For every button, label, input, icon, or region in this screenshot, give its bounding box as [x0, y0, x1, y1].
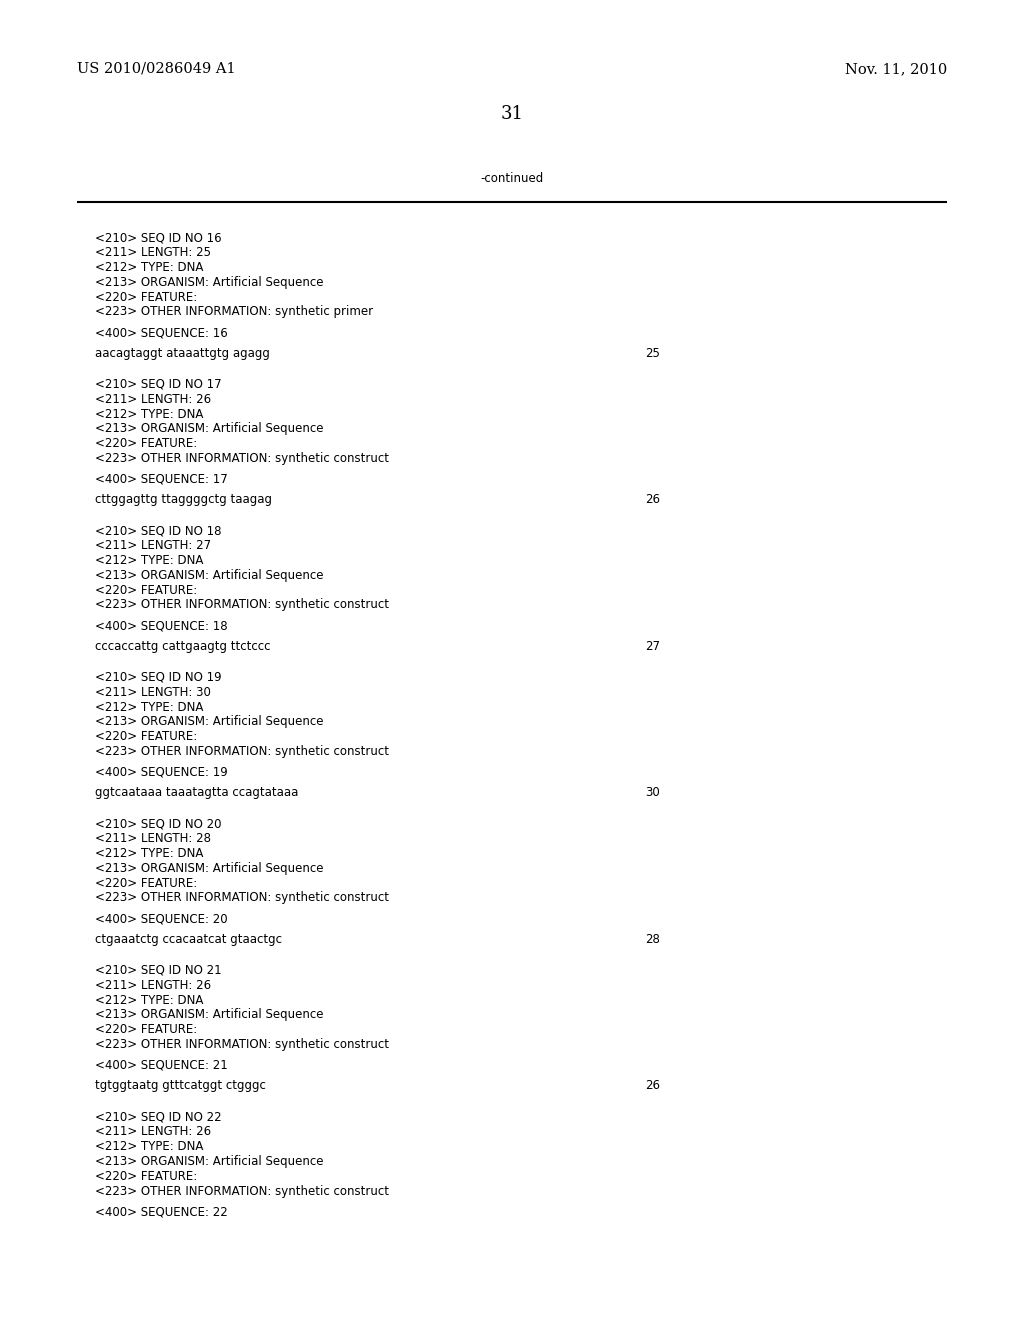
Text: <211> LENGTH: 26: <211> LENGTH: 26: [95, 979, 211, 991]
Text: 31: 31: [501, 106, 523, 123]
Text: cccaccattg cattgaagtg ttctccc: cccaccattg cattgaagtg ttctccc: [95, 640, 270, 653]
Text: <220> FEATURE:: <220> FEATURE:: [95, 1023, 198, 1036]
Text: <211> LENGTH: 28: <211> LENGTH: 28: [95, 833, 211, 845]
Text: 26: 26: [645, 1080, 660, 1093]
Text: <213> ORGANISM: Artificial Sequence: <213> ORGANISM: Artificial Sequence: [95, 276, 324, 289]
Text: <220> FEATURE:: <220> FEATURE:: [95, 1170, 198, 1183]
Text: <213> ORGANISM: Artificial Sequence: <213> ORGANISM: Artificial Sequence: [95, 422, 324, 436]
Text: <213> ORGANISM: Artificial Sequence: <213> ORGANISM: Artificial Sequence: [95, 569, 324, 582]
Text: <210> SEQ ID NO 18: <210> SEQ ID NO 18: [95, 524, 221, 537]
Text: 28: 28: [645, 933, 659, 946]
Text: <223> OTHER INFORMATION: synthetic construct: <223> OTHER INFORMATION: synthetic const…: [95, 891, 389, 904]
Text: <210> SEQ ID NO 21: <210> SEQ ID NO 21: [95, 964, 221, 977]
Text: <220> FEATURE:: <220> FEATURE:: [95, 583, 198, 597]
Text: <212> TYPE: DNA: <212> TYPE: DNA: [95, 1140, 204, 1154]
Text: <211> LENGTH: 30: <211> LENGTH: 30: [95, 686, 211, 698]
Text: <220> FEATURE:: <220> FEATURE:: [95, 290, 198, 304]
Text: <210> SEQ ID NO 16: <210> SEQ ID NO 16: [95, 231, 221, 244]
Text: <213> ORGANISM: Artificial Sequence: <213> ORGANISM: Artificial Sequence: [95, 715, 324, 729]
Text: <400> SEQUENCE: 18: <400> SEQUENCE: 18: [95, 619, 227, 632]
Text: <223> OTHER INFORMATION: synthetic construct: <223> OTHER INFORMATION: synthetic const…: [95, 1184, 389, 1197]
Text: <211> LENGTH: 25: <211> LENGTH: 25: [95, 247, 211, 259]
Text: <210> SEQ ID NO 20: <210> SEQ ID NO 20: [95, 817, 221, 830]
Text: <400> SEQUENCE: 16: <400> SEQUENCE: 16: [95, 326, 227, 339]
Text: aacagtaggt ataaattgtg agagg: aacagtaggt ataaattgtg agagg: [95, 347, 270, 360]
Text: <212> TYPE: DNA: <212> TYPE: DNA: [95, 408, 204, 421]
Text: <211> LENGTH: 27: <211> LENGTH: 27: [95, 540, 211, 552]
Text: <400> SEQUENCE: 17: <400> SEQUENCE: 17: [95, 473, 227, 486]
Text: <400> SEQUENCE: 21: <400> SEQUENCE: 21: [95, 1059, 227, 1072]
Text: <223> OTHER INFORMATION: synthetic construct: <223> OTHER INFORMATION: synthetic const…: [95, 451, 389, 465]
Text: tgtggtaatg gtttcatggt ctgggc: tgtggtaatg gtttcatggt ctgggc: [95, 1080, 266, 1093]
Text: <223> OTHER INFORMATION: synthetic construct: <223> OTHER INFORMATION: synthetic const…: [95, 1038, 389, 1051]
Text: <211> LENGTH: 26: <211> LENGTH: 26: [95, 1126, 211, 1138]
Text: <220> FEATURE:: <220> FEATURE:: [95, 730, 198, 743]
Text: <213> ORGANISM: Artificial Sequence: <213> ORGANISM: Artificial Sequence: [95, 1008, 324, 1022]
Text: ctgaaatctg ccacaatcat gtaactgc: ctgaaatctg ccacaatcat gtaactgc: [95, 933, 282, 946]
Text: -continued: -continued: [480, 172, 544, 185]
Text: <212> TYPE: DNA: <212> TYPE: DNA: [95, 994, 204, 1007]
Text: <212> TYPE: DNA: <212> TYPE: DNA: [95, 261, 204, 275]
Text: <212> TYPE: DNA: <212> TYPE: DNA: [95, 701, 204, 714]
Text: 25: 25: [645, 347, 659, 360]
Text: <210> SEQ ID NO 17: <210> SEQ ID NO 17: [95, 378, 221, 391]
Text: cttggagttg ttaggggctg taagag: cttggagttg ttaggggctg taagag: [95, 494, 272, 507]
Text: 27: 27: [645, 640, 660, 653]
Text: <212> TYPE: DNA: <212> TYPE: DNA: [95, 847, 204, 861]
Text: <212> TYPE: DNA: <212> TYPE: DNA: [95, 554, 204, 568]
Text: <223> OTHER INFORMATION: synthetic construct: <223> OTHER INFORMATION: synthetic const…: [95, 598, 389, 611]
Text: <211> LENGTH: 26: <211> LENGTH: 26: [95, 393, 211, 405]
Text: <210> SEQ ID NO 22: <210> SEQ ID NO 22: [95, 1110, 221, 1123]
Text: <213> ORGANISM: Artificial Sequence: <213> ORGANISM: Artificial Sequence: [95, 862, 324, 875]
Text: <220> FEATURE:: <220> FEATURE:: [95, 876, 198, 890]
Text: <213> ORGANISM: Artificial Sequence: <213> ORGANISM: Artificial Sequence: [95, 1155, 324, 1168]
Text: ggtcaataaa taaatagtta ccagtataaa: ggtcaataaa taaatagtta ccagtataaa: [95, 787, 298, 800]
Text: <400> SEQUENCE: 22: <400> SEQUENCE: 22: [95, 1205, 227, 1218]
Text: <210> SEQ ID NO 19: <210> SEQ ID NO 19: [95, 671, 221, 684]
Text: 26: 26: [645, 494, 660, 507]
Text: <400> SEQUENCE: 19: <400> SEQUENCE: 19: [95, 766, 227, 779]
Text: 30: 30: [645, 787, 659, 800]
Text: <223> OTHER INFORMATION: synthetic construct: <223> OTHER INFORMATION: synthetic const…: [95, 744, 389, 758]
Text: <400> SEQUENCE: 20: <400> SEQUENCE: 20: [95, 912, 227, 925]
Text: US 2010/0286049 A1: US 2010/0286049 A1: [77, 62, 236, 77]
Text: <223> OTHER INFORMATION: synthetic primer: <223> OTHER INFORMATION: synthetic prime…: [95, 305, 373, 318]
Text: Nov. 11, 2010: Nov. 11, 2010: [845, 62, 947, 77]
Text: <220> FEATURE:: <220> FEATURE:: [95, 437, 198, 450]
